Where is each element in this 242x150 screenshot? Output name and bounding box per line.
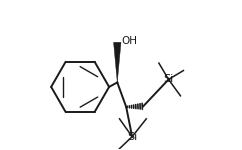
Text: OH: OH <box>122 36 138 46</box>
Text: Si: Si <box>163 74 174 84</box>
Text: Si: Si <box>127 132 137 142</box>
Polygon shape <box>113 42 121 82</box>
